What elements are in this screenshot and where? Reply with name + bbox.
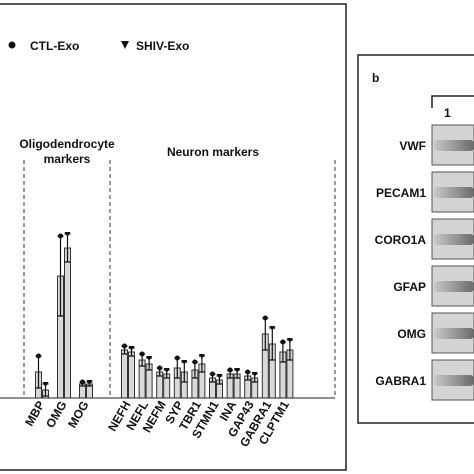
error-point [36,353,41,359]
error-point [198,354,205,359]
error-point [269,326,276,331]
legend-marker [8,41,16,49]
error-point [286,338,293,343]
legend-marker [121,41,129,49]
blot-band [434,187,474,198]
blot-label: GABRA1 [375,374,426,388]
blot-label: CORO1A [375,233,427,247]
error-point [174,355,180,361]
x-tick-label: OMG [43,399,69,431]
blot-band [434,140,474,151]
error-point [80,379,85,385]
error-point [163,368,170,373]
lane-bracket [431,95,474,108]
error-point [210,371,215,377]
error-point [146,356,153,361]
blot-label: OMG [397,327,426,341]
blot-label: GFAP [393,280,426,294]
lane-label: 1 [444,106,451,120]
legend-label: CTL-Exo [30,39,79,53]
error-point [86,380,93,385]
blot-band [434,234,474,245]
blot-band [434,328,474,339]
x-tick-label: MOG [65,399,91,431]
error-point [64,232,71,237]
blot-band [434,375,474,386]
legend-label: SHIV-Exo [136,39,189,53]
panel-label: b [372,71,379,85]
group-label: Oligodendrocyte markers [19,137,115,166]
error-point [251,372,258,377]
error-point [181,360,188,365]
blot-band [434,281,474,292]
group-label: Neuron markers [167,145,259,159]
error-point [245,369,251,375]
error-point [216,374,223,379]
error-point [234,368,241,373]
error-point [58,233,63,239]
bar [121,349,128,399]
blot-label: VWF [399,139,426,153]
blot-label: PECAM1 [376,186,426,200]
error-point [227,367,233,373]
error-point [192,359,198,365]
error-point [128,346,135,351]
panel-a-frame [0,3,347,471]
error-point [157,365,163,371]
error-point [122,343,127,349]
error-point [139,351,145,357]
error-point [262,315,268,321]
error-point [42,382,49,387]
error-point [280,339,286,345]
bar [64,247,71,399]
bar [128,351,135,399]
